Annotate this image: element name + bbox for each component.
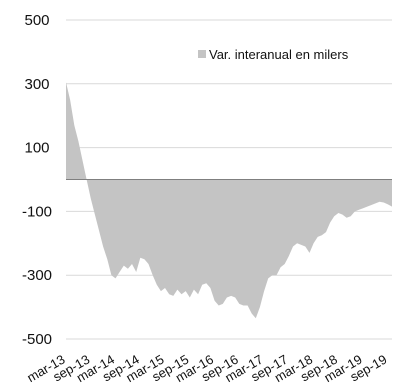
y-tick-label: 500	[24, 12, 49, 29]
y-tick-label: 100	[24, 140, 49, 157]
y-axis-tick-labels: 500 300 100 -100 -300 -500	[22, 12, 52, 348]
legend-swatch	[198, 50, 206, 58]
y-tick-label: -500	[22, 331, 52, 348]
y-tick-label: -300	[22, 267, 52, 284]
legend: Var. interanual en milers	[198, 47, 349, 62]
y-tick-label: 300	[24, 76, 49, 93]
series-area	[66, 82, 392, 319]
legend-label: Var. interanual en milers	[209, 47, 349, 62]
x-axis-tick-labels: mar-13sep-13mar-14sep-14mar-15sep-15mar-…	[24, 352, 389, 386]
y-tick-label: -100	[22, 203, 52, 220]
